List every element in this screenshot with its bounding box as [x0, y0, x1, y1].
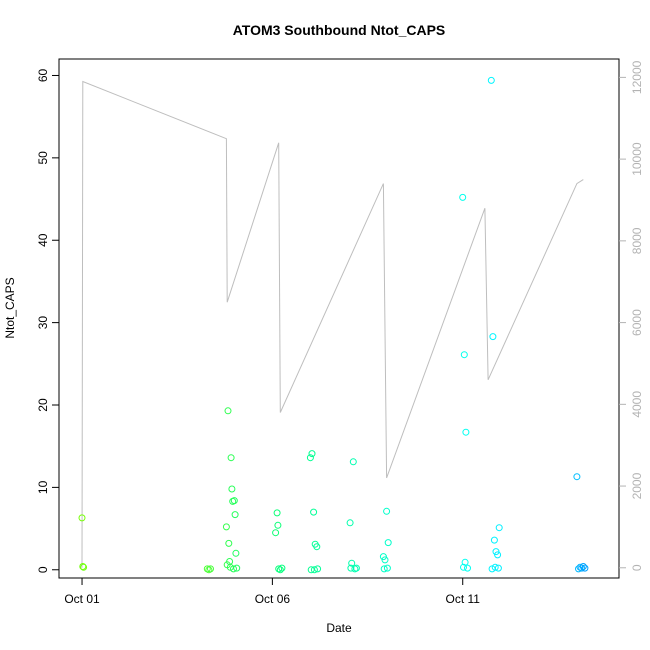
plot-frame: [58, 58, 620, 579]
data-point: [207, 565, 214, 573]
data-point: [494, 551, 502, 559]
data-point: [492, 548, 500, 556]
secondary-y-tick-label: 6000: [630, 309, 644, 336]
data-point: [80, 563, 88, 571]
data-point: [274, 521, 282, 529]
data-point: [310, 508, 318, 516]
y-tick-label: 0: [36, 566, 50, 573]
x-tick-label: Oct 01: [64, 592, 100, 606]
secondary-series-line: [81, 80, 584, 568]
data-point: [459, 193, 467, 201]
data-point: [381, 556, 389, 564]
data-point: [487, 76, 495, 84]
data-point: [278, 564, 286, 572]
data-point: [314, 565, 322, 573]
data-point: [573, 473, 581, 481]
y-tick-label: 40: [36, 233, 50, 247]
data-point: [383, 564, 391, 572]
data-point: [491, 563, 499, 571]
x-tick-label: Oct 06: [255, 592, 291, 606]
data-point: [349, 458, 357, 466]
data-point: [306, 454, 314, 462]
secondary-y-tick-label: 4000: [630, 391, 644, 418]
data-point: [232, 549, 240, 557]
data-point: [222, 523, 230, 531]
data-point: [462, 428, 470, 436]
data-point: [494, 564, 502, 572]
data-point: [310, 566, 318, 574]
data-point: [231, 511, 239, 519]
data-point: [79, 563, 87, 570]
data-point: [460, 351, 468, 359]
x-tick-label: Oct 11: [445, 592, 480, 606]
y-tick-label: 30: [36, 316, 50, 330]
chart-title: ATOM3 Southbound Ntot_CAPS: [233, 22, 446, 38]
y-tick-label: 50: [36, 151, 50, 165]
data-point: [307, 566, 315, 574]
data-point: [224, 407, 232, 415]
secondary-y-tick-label: 12000: [630, 60, 644, 94]
data-point: [581, 564, 589, 572]
secondary-y-tick-label: 0: [630, 564, 644, 571]
data-point: [308, 450, 316, 458]
data-point: [352, 564, 360, 572]
data-point: [495, 524, 503, 532]
secondary-y-tick-label: 2000: [630, 472, 644, 499]
data-point: [346, 519, 354, 527]
data-point: [313, 543, 321, 551]
data-point: [383, 507, 391, 515]
data-point: [78, 514, 86, 522]
data-point: [490, 536, 498, 544]
data-point: [384, 539, 392, 547]
data-point: [379, 553, 387, 561]
data-point: [461, 558, 469, 566]
y-tick-label: 10: [36, 480, 50, 494]
y-tick-label: 20: [36, 398, 50, 412]
secondary-y-tick-label: 8000: [630, 227, 644, 254]
data-point: [380, 565, 388, 573]
secondary-y-tick-label: 10000: [630, 142, 644, 176]
data-point: [489, 333, 497, 341]
data-point: [348, 559, 356, 567]
data-point: [460, 563, 467, 571]
x-axis-label: Date: [326, 621, 352, 635]
data-point: [276, 566, 284, 574]
data-point: [228, 485, 236, 493]
data-point: [233, 564, 241, 572]
data-point: [230, 497, 238, 505]
plot-area: 0 10 20 30 40 50 60 0 2000 4000 6000 8000 10000 12000…: [36, 58, 644, 606]
data-point: [225, 539, 233, 547]
data-point: [272, 529, 280, 537]
y-tick-label: 60: [36, 68, 50, 82]
data-point: [230, 565, 237, 573]
data-point: [273, 509, 281, 517]
y-axis-label: Ntot_CAPS: [3, 277, 17, 338]
data-point: [464, 564, 471, 572]
data-point: [578, 564, 586, 572]
data-point: [579, 563, 587, 570]
data-point: [227, 454, 235, 462]
